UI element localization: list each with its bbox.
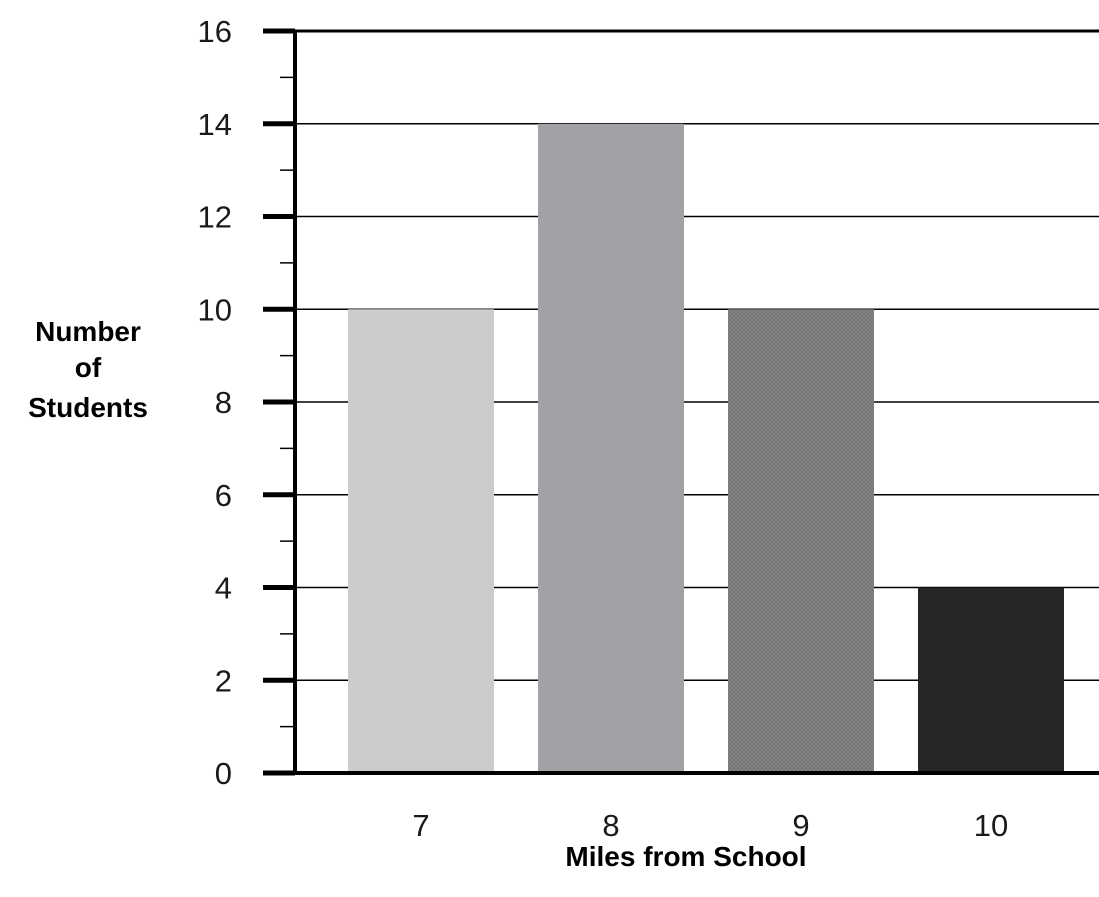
x-tick-label: 7 <box>412 808 429 843</box>
y-axis-title-line-2: of <box>75 352 102 383</box>
y-tick-label: 6 <box>215 478 232 513</box>
bar-9 <box>728 309 874 773</box>
y-tick-label: 12 <box>198 200 232 235</box>
bar-10 <box>918 588 1064 774</box>
y-tick-label: 8 <box>215 385 232 420</box>
x-tick-label: 8 <box>602 808 619 843</box>
y-tick-label: 0 <box>215 756 232 791</box>
y-tick-label: 10 <box>198 292 232 327</box>
x-axis-title: Miles from School <box>565 841 806 872</box>
x-tick-label: 10 <box>974 808 1008 843</box>
y-tick-label: 16 <box>198 14 232 49</box>
y-tick-label: 2 <box>215 663 232 698</box>
x-tick-labels: 7 8 9 10 <box>412 808 1008 843</box>
bar-7 <box>348 309 494 773</box>
bar-8 <box>538 124 684 773</box>
y-tick-label: 14 <box>198 107 232 142</box>
y-ticks: 0 2 4 6 8 10 12 14 16 <box>198 14 295 791</box>
y-tick-label: 4 <box>215 571 232 606</box>
bars <box>348 124 1064 773</box>
y-axis-title-line-3: Students <box>28 392 148 423</box>
y-axis-title-line-1: Number <box>35 316 141 347</box>
x-tick-label: 9 <box>792 808 809 843</box>
